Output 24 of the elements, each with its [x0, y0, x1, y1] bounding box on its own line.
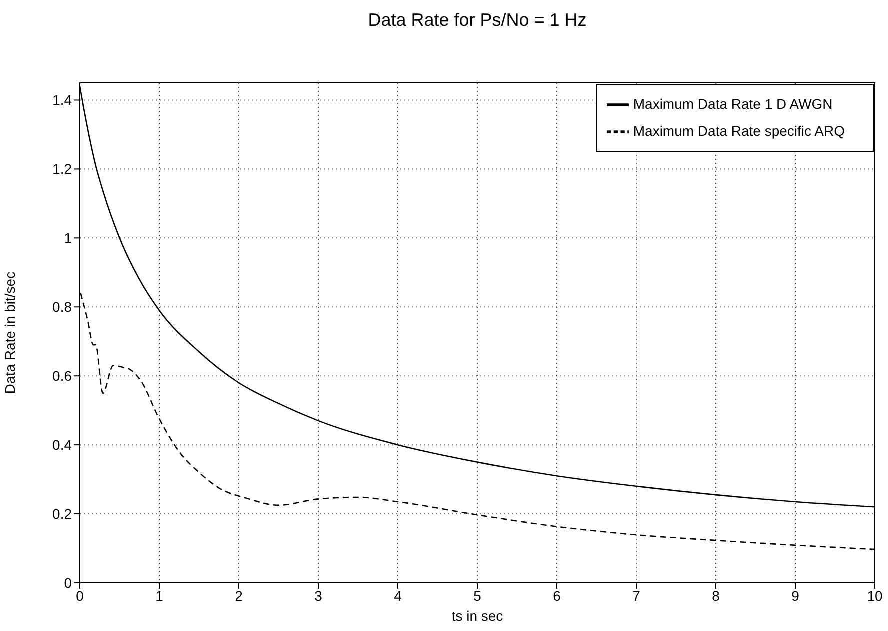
- y-tick-label: 1.4: [52, 92, 72, 108]
- y-tick-label: 0.2: [52, 506, 72, 522]
- x-tick-label: 10: [867, 588, 883, 604]
- x-tick-label: 4: [394, 588, 402, 604]
- x-tick-label: 7: [632, 588, 641, 604]
- x-tick-label: 6: [553, 588, 562, 604]
- x-tick-label: 9: [792, 588, 800, 604]
- legend-label: Maximum Data Rate 1 D AWGN: [633, 96, 833, 112]
- x-tick-label: 2: [235, 588, 244, 604]
- y-tick-label: 0.4: [52, 437, 72, 454]
- x-tick-label: 3: [314, 588, 323, 604]
- x-tick-label: 0: [76, 588, 84, 604]
- x-tick-label: 1: [156, 588, 164, 604]
- y-tick-label: 1.2: [52, 161, 72, 178]
- y-tick-label: 1: [64, 230, 72, 246]
- x-axis-title: ts in sec: [452, 608, 504, 624]
- y-tick-label: 0.6: [52, 368, 72, 384]
- y-axis-title: Data Rate in bit/sec: [2, 272, 18, 394]
- chart-title: Data Rate for Ps/No = 1 Hz: [367, 10, 588, 31]
- x-tick-label: 5: [474, 588, 482, 604]
- y-tick-label: 0.8: [52, 299, 72, 316]
- x-tick-label: 8: [712, 588, 720, 604]
- legend-label: Maximum Data Rate specific ARQ: [633, 123, 845, 139]
- y-tick-label: 0: [64, 574, 72, 591]
